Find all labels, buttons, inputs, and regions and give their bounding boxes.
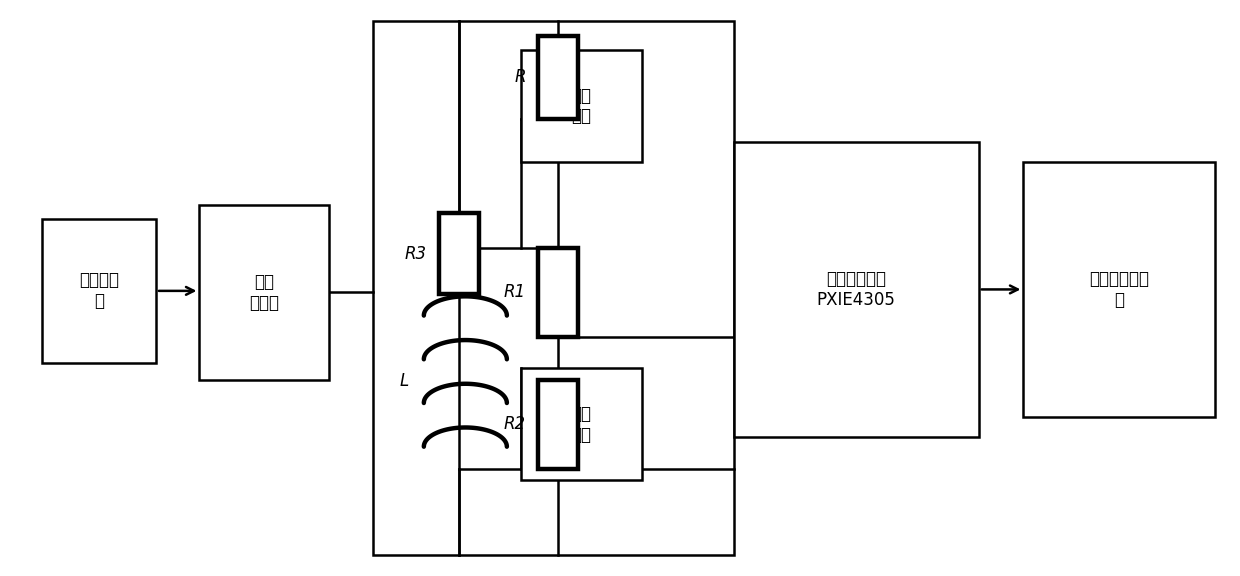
Text: 信号发生
器: 信号发生 器 <box>79 271 119 310</box>
Bar <box>1023 162 1215 417</box>
Text: L: L <box>399 372 408 390</box>
Bar <box>42 219 156 362</box>
Text: 磁体
电压: 磁体 电压 <box>572 405 591 444</box>
Text: 数据采集模块
PXIE4305: 数据采集模块 PXIE4305 <box>817 270 895 309</box>
Text: R3: R3 <box>405 245 427 263</box>
Text: R2: R2 <box>503 415 526 433</box>
Bar <box>372 21 734 555</box>
Text: 线路
电流: 线路 电流 <box>572 86 591 126</box>
Bar <box>734 142 978 437</box>
Bar <box>538 380 578 468</box>
Bar <box>521 368 642 480</box>
Text: 处理及显示模
块: 处理及显示模 块 <box>1089 270 1149 309</box>
Text: R: R <box>515 69 526 86</box>
Text: 功率
放大器: 功率 放大器 <box>249 273 279 312</box>
Bar <box>538 36 578 119</box>
Text: R1: R1 <box>503 283 526 301</box>
Bar <box>200 205 330 380</box>
Bar <box>538 248 578 337</box>
Bar <box>521 50 642 162</box>
Bar <box>439 214 479 294</box>
